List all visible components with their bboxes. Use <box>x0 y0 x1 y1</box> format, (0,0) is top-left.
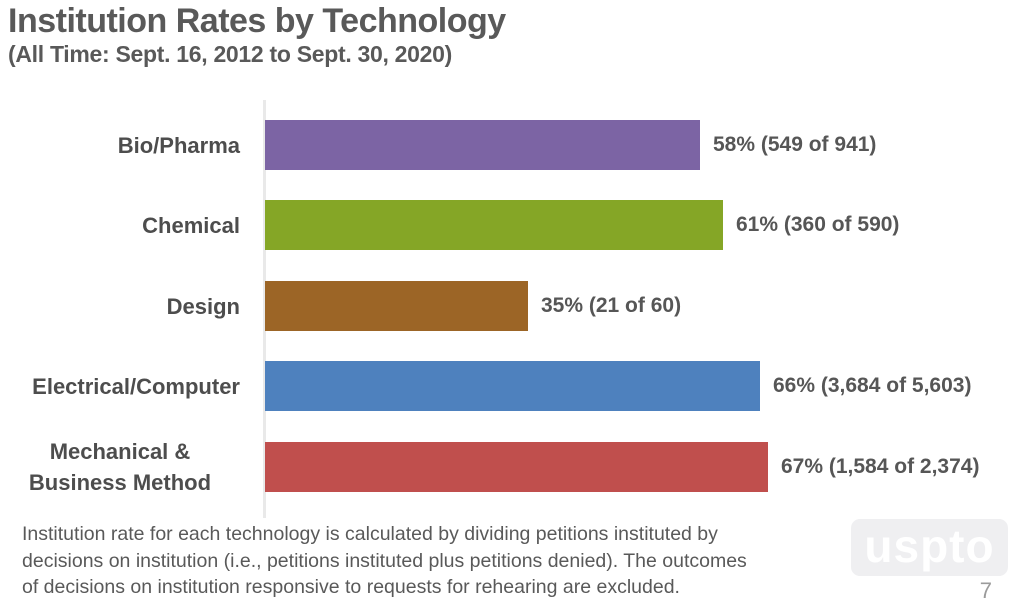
chart-row: Design 35% (21 of 60) <box>0 281 1016 331</box>
bar <box>265 281 528 331</box>
footnote: Institution rate for each technology is … <box>22 521 842 601</box>
category-label-text: Bio/Pharma <box>117 132 240 158</box>
category-label-text: Mechanical & Business Method <box>28 439 212 495</box>
category-label: Electrical/Computer <box>0 361 240 411</box>
bar-chart: Bio/Pharma 58% (549 of 941) Chemical 61%… <box>0 100 1016 518</box>
page-number: 7 <box>979 578 992 603</box>
uspto-logo-text: uspto <box>864 519 995 572</box>
category-label-text: Chemical <box>142 212 240 238</box>
footnote-line: Institution rate for each technology is … <box>22 523 718 545</box>
category-label: Bio/Pharma <box>0 120 240 170</box>
header: Institution Rates by Technology (All Tim… <box>8 2 506 68</box>
value-label: 61% (360 of 590) <box>736 213 900 236</box>
value-label: 58% (549 of 941) <box>713 133 877 156</box>
category-label-text: Electrical/Computer <box>32 373 240 399</box>
bar <box>265 120 700 170</box>
page-subtitle: (All Time: Sept. 16, 2012 to Sept. 30, 2… <box>8 41 453 68</box>
value-label: 66% (3,684 of 5,603) <box>773 374 972 397</box>
bar <box>265 442 768 492</box>
category-label: Design <box>0 281 240 331</box>
value-label: 35% (21 of 60) <box>541 294 682 317</box>
bar <box>265 361 760 411</box>
value-label: 67% (1,584 of 2,374) <box>781 455 980 478</box>
footnote-line: of decisions on institution responsive t… <box>22 576 680 598</box>
category-label-text: Design <box>166 293 240 319</box>
chart-row: Bio/Pharma 58% (549 of 941) <box>0 120 1016 170</box>
uspto-logo: uspto <box>851 519 1008 576</box>
chart-row: Chemical 61% (360 of 590) <box>0 200 1016 250</box>
chart-row: Mechanical & Business Method 67% (1,584 … <box>0 439 1016 495</box>
page-title: Institution Rates by Technology <box>8 2 506 40</box>
footnote-line: decisions on institution (i.e., petition… <box>22 549 747 572</box>
chart-row: Electrical/Computer 66% (3,684 of 5,603) <box>0 361 1016 411</box>
category-label: Chemical <box>0 200 240 250</box>
category-axis-line <box>263 100 266 518</box>
bar <box>265 200 723 250</box>
category-label: Mechanical & Business Method <box>0 439 240 495</box>
